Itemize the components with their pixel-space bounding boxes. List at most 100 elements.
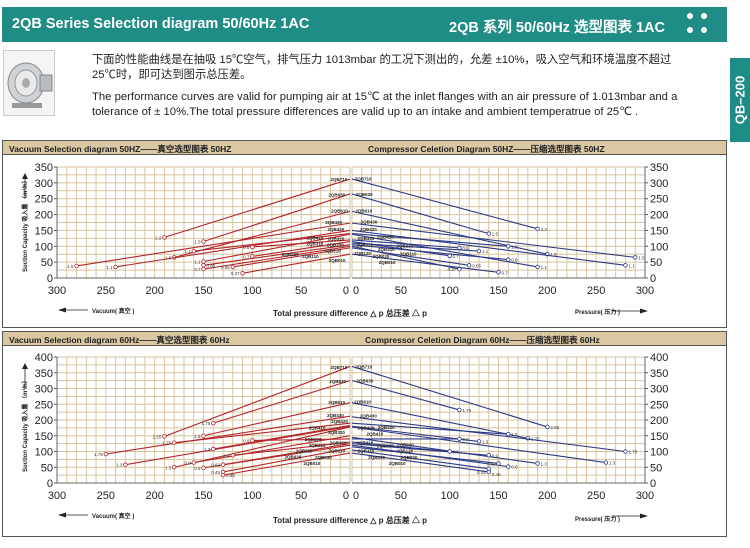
- y-tick-label: 50: [41, 257, 53, 269]
- series-name-label: 2QB430: [325, 220, 342, 225]
- series-endpoint-marker: [633, 255, 638, 260]
- series-end-label: 1.1: [482, 249, 489, 254]
- series-end-label: 1.5: [194, 434, 201, 439]
- compressor-50hz-title: Compressor Celetion Diagram 50HZ——压缩选型图表…: [368, 144, 605, 154]
- series-line-2qb020: [351, 446, 499, 465]
- x-tick-label: 250: [97, 490, 115, 502]
- series-end-label: 1.5: [194, 240, 201, 245]
- x-tick-label: 100: [243, 490, 261, 502]
- series-endpoint-marker: [506, 464, 511, 469]
- series-end-label: 1.1: [194, 260, 201, 265]
- series-line-2qb610: [351, 402, 528, 439]
- arrow-up-icon: [22, 173, 28, 179]
- series-line-2qb430: [351, 222, 636, 258]
- four-dots-icon[interactable]: [687, 13, 709, 35]
- series-endpoint-marker: [476, 439, 482, 444]
- side-tab[interactable]: QB–200: [730, 58, 750, 142]
- series-endpoint-marker: [103, 451, 109, 457]
- series-line-2qb030: [222, 447, 351, 473]
- x-tick-label: 0: [343, 285, 349, 297]
- y-tick-label: 150: [35, 431, 53, 443]
- series-name-label: 2QB310: [357, 440, 374, 445]
- series-name-label: 2QB320: [358, 236, 375, 241]
- y-tick-label: 200: [650, 210, 668, 222]
- series-end-label: 0.45: [477, 470, 486, 475]
- x-tick-label: 50: [395, 285, 407, 297]
- y-tick-label: 300: [35, 178, 53, 190]
- series-name-label: 2QB610: [354, 399, 371, 404]
- series-line-2qb320: [193, 233, 351, 252]
- series-line-2qb120: [232, 247, 351, 268]
- series-endpoint-marker: [457, 436, 462, 442]
- series-end-label: 0.85: [207, 263, 216, 268]
- x-tick-label: 50: [295, 490, 307, 502]
- series-endpoint-marker: [201, 433, 206, 438]
- x-axis-label-60hz: Total pressure difference △ p 总压差 △ p: [273, 516, 428, 525]
- series-endpoint-marker: [535, 226, 540, 232]
- y-tick-label: 400: [35, 352, 53, 364]
- vacuum-axis-label-50hz: Vacuum( 真空 ): [92, 309, 135, 315]
- series-end-label: 0.55: [221, 265, 230, 270]
- y-tick-label: 100: [650, 241, 668, 253]
- series-end-label: 0.6: [511, 465, 518, 470]
- x-tick-label: 50: [395, 490, 407, 502]
- series-name-label: 2QB710: [355, 177, 372, 182]
- y-tick-label: 0: [47, 273, 53, 285]
- series-line-2qb410: [351, 426, 607, 464]
- x-tick-label: 300: [48, 490, 66, 502]
- series-endpoint-marker: [486, 231, 491, 236]
- compressor-60hz-title: Compressor Celetion Diagram 60Hz——压缩选型图表…: [365, 335, 600, 345]
- series-line-2qb420: [115, 229, 351, 268]
- series-name-label: 2QB220: [327, 242, 344, 247]
- x-tick-label: 50: [295, 285, 307, 297]
- series-line-2qb420: [174, 422, 351, 444]
- series-endpoint-marker: [162, 434, 167, 439]
- series-name-label: 2QB310: [330, 441, 347, 446]
- series-name-label: 2QB320: [328, 237, 345, 242]
- arrow-up-icon: [22, 363, 28, 369]
- arrow-right-icon: [640, 308, 648, 314]
- series-endpoint-marker: [74, 263, 79, 269]
- series-endpoint-marker: [506, 257, 511, 262]
- series-end-label: 1.3: [609, 461, 616, 466]
- series-line-2qb120: [351, 441, 450, 453]
- series-name-label: 2QB710: [355, 365, 372, 370]
- series-end-label: 1.5: [67, 264, 74, 269]
- series-endpoint-marker: [535, 264, 540, 270]
- series-name-label: 2QB630: [356, 192, 373, 197]
- y-tick-label: 100: [650, 447, 668, 459]
- series-endpoint-marker: [506, 244, 511, 249]
- series-end-label: 1.1: [628, 263, 635, 268]
- series-end-label: 0.45: [226, 473, 235, 478]
- series-end-label: 1.75: [162, 441, 171, 446]
- vacuum-50hz-title: Vacuum Selection diagram 50HZ——真空选型图表 50…: [9, 144, 232, 154]
- y-tick-label: 200: [35, 210, 53, 222]
- x-tick-label: 200: [538, 490, 556, 502]
- series-endpoint-marker: [603, 460, 609, 465]
- series-line-2qb030: [351, 449, 489, 470]
- series-endpoint-marker: [230, 264, 235, 270]
- series-end-label: 1.5: [511, 244, 518, 249]
- series-end-label: 2.55: [550, 425, 559, 430]
- y-tick-label: 350: [35, 162, 53, 174]
- y-tick-label: 150: [650, 225, 668, 237]
- series-end-label: 0.9: [184, 461, 191, 466]
- series-line-2qb210: [203, 244, 351, 266]
- series-name-label: 2QB420: [360, 227, 377, 232]
- x-tick-label: 300: [636, 285, 654, 297]
- series-line-2qb710: [351, 178, 538, 230]
- x-tick-label: 0: [343, 490, 349, 502]
- x-tick-label: 300: [48, 285, 66, 297]
- series-end-label: 1.3: [165, 465, 172, 470]
- series-end-label: 0.6: [194, 466, 201, 471]
- y-tick-label: 0: [650, 273, 656, 285]
- series-end-label: 0.8: [511, 258, 518, 263]
- x-tick-label: 200: [538, 285, 556, 297]
- y-tick-label: 150: [35, 225, 53, 237]
- series-endpoint-marker: [220, 462, 226, 467]
- series-name-label: 2QB030: [368, 455, 385, 460]
- series-name-label: 2QB410: [306, 235, 323, 240]
- series-end-label: 1.3: [541, 461, 548, 466]
- series-name-label: 2QB220: [377, 444, 394, 449]
